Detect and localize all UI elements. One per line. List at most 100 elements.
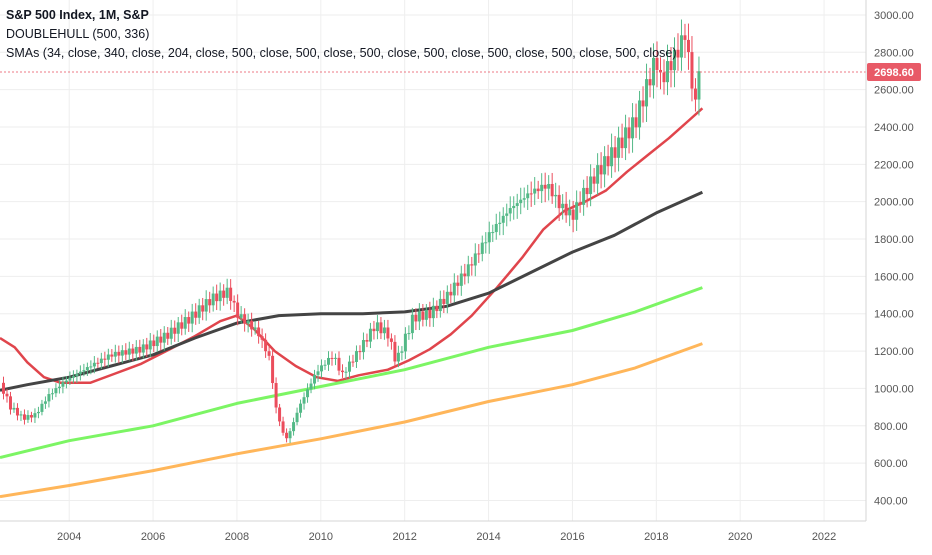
candle-body: [578, 202, 582, 205]
candle-body: [662, 72, 666, 83]
y-tick-label: 3000.00: [874, 10, 914, 22]
y-tick-label: 1400.00: [874, 309, 914, 321]
candle-body: [124, 350, 128, 355]
candle-body: [288, 431, 292, 439]
candle-body: [564, 203, 568, 216]
candle-body: [669, 61, 673, 71]
candle-body: [529, 193, 533, 195]
indicator-smas: SMAs (34, close, 340, close, 204, close,…: [6, 46, 677, 60]
candle-body: [368, 328, 372, 342]
y-tick-label: 800.00: [874, 421, 908, 433]
candle-body: [260, 336, 264, 340]
candle-body: [176, 322, 180, 334]
candle-body: [337, 357, 341, 371]
candle-body: [190, 311, 194, 324]
candle-body: [442, 298, 446, 304]
candle-body: [113, 351, 117, 357]
candle-body: [473, 253, 477, 266]
candle-body: [686, 39, 690, 53]
candle-body: [620, 137, 624, 149]
candle-body: [540, 184, 544, 192]
series-line-sma-204: [0, 342, 703, 499]
candle-body: [218, 290, 222, 302]
candle-body: [645, 79, 649, 107]
x-tick-label: 2014: [476, 531, 500, 543]
candle-body: [431, 305, 435, 319]
candle-body: [204, 299, 208, 312]
candle-body: [22, 414, 26, 420]
candle-body: [15, 407, 19, 416]
candle-body: [634, 117, 638, 128]
candle-body: [582, 187, 586, 205]
y-tick-label: 2400.00: [874, 122, 914, 134]
candle-body: [679, 35, 683, 58]
candle-body: [519, 199, 523, 204]
candle-body: [246, 320, 250, 324]
candle-body: [89, 366, 93, 368]
candle-body: [152, 340, 156, 347]
candle-body: [665, 61, 669, 83]
sma-layer: [0, 107, 704, 499]
candle-body: [68, 377, 72, 381]
candle-body: [445, 291, 449, 304]
candle-body: [61, 382, 65, 387]
candle-body: [29, 415, 33, 418]
price-axis: 3000.00 2800.00 2600.00 2400.00 2200.00 2000.…: [874, 10, 914, 508]
candle-body: [208, 299, 212, 306]
candle-body: [229, 287, 233, 301]
candle-body: [659, 69, 663, 73]
candle-body: [463, 273, 467, 277]
candle-body: [127, 348, 131, 355]
candle-body: [278, 407, 282, 422]
candle-body: [396, 352, 400, 362]
x-tick-label: 2008: [225, 531, 249, 543]
candle-body: [43, 401, 47, 404]
candle-body: [424, 310, 428, 320]
candle-body: [655, 57, 659, 70]
candle-body: [323, 364, 327, 366]
candle-body: [40, 403, 44, 412]
candle-body: [382, 327, 386, 334]
candle-body: [201, 305, 205, 312]
candle-body: [347, 361, 351, 372]
candle-body: [281, 421, 285, 433]
candle-body: [274, 383, 278, 408]
candle-body: [690, 52, 694, 89]
candle-body: [145, 344, 149, 350]
candle-body: [155, 336, 159, 347]
candle-body: [631, 117, 635, 139]
candle-body: [232, 300, 236, 303]
candle-body: [554, 194, 558, 197]
candle-body: [428, 310, 432, 319]
last-price-label: 2698.60: [874, 67, 914, 79]
candle-body: [393, 341, 397, 362]
candle-body: [403, 333, 407, 352]
x-tick-label: 2006: [141, 531, 165, 543]
candle-body: [372, 328, 376, 332]
series-line-doublehull: [0, 107, 704, 385]
candle-body: [211, 293, 215, 306]
candle-body: [257, 327, 261, 337]
candle-body: [292, 422, 296, 432]
candle-body: [491, 232, 495, 234]
candle-body: [589, 176, 593, 195]
candle-body: [515, 203, 519, 206]
candle-body: [627, 127, 631, 139]
series-line-sma-340: [0, 286, 703, 459]
legend: S&P 500 Index, 1M, S&P DOUBLEHULL (500, …: [6, 6, 677, 63]
candle-body: [512, 205, 516, 209]
candle-body: [141, 344, 145, 353]
candle-body: [306, 389, 310, 398]
candle-body: [134, 346, 138, 354]
x-tick-label: 2018: [644, 531, 668, 543]
candle-body: [610, 147, 614, 167]
candle-body: [169, 327, 173, 339]
y-tick-label: 600.00: [874, 458, 908, 470]
candle-body: [264, 339, 268, 352]
candle-body: [638, 100, 642, 128]
y-tick-label: 2800.00: [874, 47, 914, 59]
candle-body: [285, 432, 289, 439]
candle-body: [47, 394, 51, 402]
